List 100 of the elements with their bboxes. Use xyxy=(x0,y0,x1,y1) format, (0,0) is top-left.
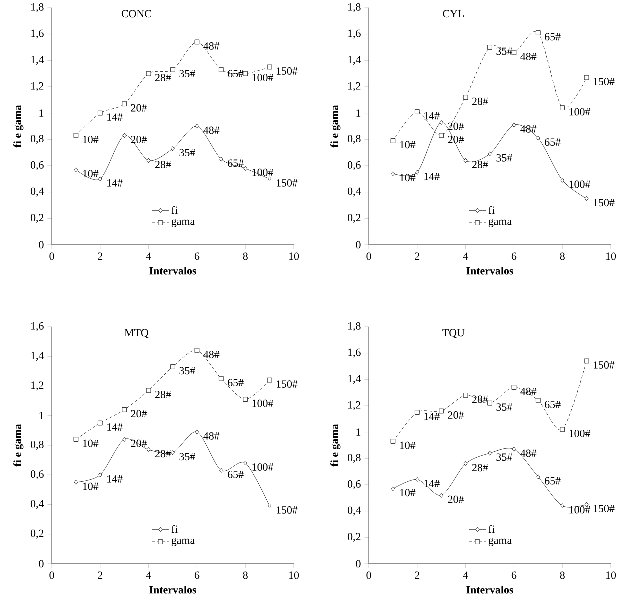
annotation: 150# xyxy=(276,68,298,75)
y-tick-label: 1,2 xyxy=(32,382,44,391)
point xyxy=(439,408,444,414)
annotation: 28# xyxy=(472,396,488,404)
x-tick-label: 4 xyxy=(463,252,468,260)
x-tick-label: 2 xyxy=(415,572,420,580)
point xyxy=(560,427,565,432)
point xyxy=(536,30,541,36)
x-tick-label: 10 xyxy=(289,572,300,580)
annotation: 48# xyxy=(520,53,537,60)
point xyxy=(439,133,444,138)
y-tick-label: 1,6 xyxy=(348,30,361,39)
annotation: 14# xyxy=(424,112,440,120)
point xyxy=(98,472,102,478)
legend-label: gama xyxy=(172,219,195,228)
annotation: 65# xyxy=(228,70,244,78)
y-tick-label: 1,6 xyxy=(32,322,44,332)
annotation: 14# xyxy=(424,172,440,180)
annotation: 35# xyxy=(496,154,512,162)
annotation: 28# xyxy=(155,161,172,168)
annotation: 28# xyxy=(155,390,172,398)
annotation: 14# xyxy=(424,412,440,420)
annotation: 10# xyxy=(400,174,416,182)
y-tick-label: 0,4 xyxy=(30,500,44,510)
point xyxy=(488,45,492,50)
point xyxy=(488,152,492,157)
point xyxy=(194,40,200,45)
y-tick-label: 0,8 xyxy=(30,135,44,144)
annotation: 28# xyxy=(155,450,172,458)
annotation: 150# xyxy=(594,78,615,86)
point xyxy=(440,493,444,498)
annotation: 10# xyxy=(83,440,99,448)
y-tick-label: 0,4 xyxy=(348,506,362,516)
x-tick-label: 0 xyxy=(50,252,54,260)
annotation: 100# xyxy=(570,108,591,116)
x-tick-label: 6 xyxy=(194,572,200,580)
annotation: 20# xyxy=(448,122,464,130)
point xyxy=(171,146,175,152)
point xyxy=(536,136,540,141)
point xyxy=(560,504,564,508)
y-tick-label: 0,6 xyxy=(348,480,361,490)
y-tick-label: 0 xyxy=(39,241,44,249)
x-tick-label: 8 xyxy=(560,572,565,580)
annotation: 10# xyxy=(83,136,99,144)
y-tick-label: 0,8 xyxy=(348,135,361,144)
point xyxy=(170,364,176,370)
annotation: 35# xyxy=(180,367,196,375)
point xyxy=(267,378,272,383)
annotation: 20# xyxy=(448,496,464,504)
point xyxy=(512,122,516,128)
annotation: 14# xyxy=(108,114,123,121)
annotation: 48# xyxy=(204,42,220,50)
annotation: 28# xyxy=(155,74,172,82)
annotation: 20# xyxy=(131,410,148,418)
y-tick-label: 1,4 xyxy=(32,56,44,66)
point xyxy=(244,166,248,172)
annotation: 48# xyxy=(520,388,537,396)
legend-label: fi xyxy=(172,525,178,533)
y-tick-label: 1,4 xyxy=(348,375,362,384)
y-tick-label: 1 xyxy=(356,428,361,436)
y-tick-label: 0,2 xyxy=(348,533,361,542)
chart-title: CYL xyxy=(443,10,464,18)
annotation: 10# xyxy=(400,442,416,450)
point xyxy=(122,102,127,106)
y-tick-label: 0,2 xyxy=(30,530,44,539)
annotation: 20# xyxy=(448,136,464,144)
annotation: 65# xyxy=(228,470,244,478)
point xyxy=(194,348,200,354)
point xyxy=(390,138,396,144)
y-tick-label: 0,6 xyxy=(30,470,44,480)
annotation: 100# xyxy=(570,506,591,514)
y-tick-label: 1,8 xyxy=(348,322,361,332)
annotation: 14# xyxy=(108,180,123,187)
annotation: 14# xyxy=(108,475,123,483)
y-tick-label: 0,2 xyxy=(30,214,44,224)
annotation: 20# xyxy=(131,104,148,112)
x-tick-label: 10 xyxy=(606,572,616,580)
chart-title: TQU xyxy=(442,329,465,338)
y-axis-title: fi e gama xyxy=(330,424,341,467)
point xyxy=(390,439,396,444)
point xyxy=(267,64,272,70)
point xyxy=(122,408,127,412)
annotation: 10# xyxy=(400,489,416,497)
x-tick-label: 4 xyxy=(463,572,468,579)
point xyxy=(463,393,468,398)
x-tick-label: 0 xyxy=(366,252,372,260)
annotation: 48# xyxy=(204,350,220,358)
point xyxy=(584,75,590,80)
annotation: 35# xyxy=(496,48,512,56)
y-tick-label: 0,8 xyxy=(30,441,44,450)
annotation: 100# xyxy=(252,74,274,82)
point xyxy=(74,480,78,485)
point xyxy=(243,71,248,76)
annotation: 150# xyxy=(276,179,298,187)
x-tick-label: 2 xyxy=(415,252,420,260)
x-tick-label: 2 xyxy=(98,252,103,260)
point xyxy=(146,158,151,164)
annotation: 10# xyxy=(400,141,416,149)
annotation: 65# xyxy=(545,477,561,485)
y-tick-label: 1,2 xyxy=(348,82,361,92)
